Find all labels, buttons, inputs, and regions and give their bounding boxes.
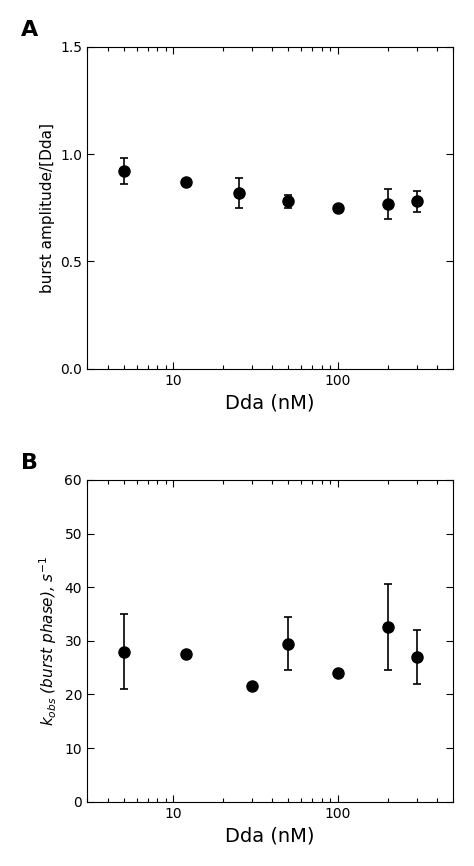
- Text: B: B: [21, 454, 38, 474]
- Y-axis label: $\mathit{k}_{obs}$ (burst phase), s$^{-1}$: $\mathit{k}_{obs}$ (burst phase), s$^{-1…: [37, 556, 59, 726]
- Y-axis label: burst amplitude/[Dda]: burst amplitude/[Dda]: [39, 123, 55, 293]
- X-axis label: Dda (nM): Dda (nM): [225, 393, 315, 412]
- X-axis label: Dda (nM): Dda (nM): [225, 826, 315, 845]
- Text: A: A: [21, 21, 38, 41]
